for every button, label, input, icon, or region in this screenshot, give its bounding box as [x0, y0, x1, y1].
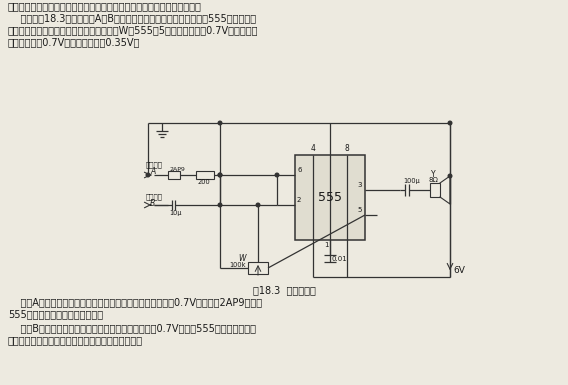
Bar — [248, 262, 268, 274]
Circle shape — [218, 173, 222, 177]
Text: 动器，不过比较电平设定得很低，用电位器W把555第5脚的电压调整为0.7V，这样就使: 动器，不过比较电平设定得很低，用电位器W把555第5脚的电压调整为0.7V，这样… — [8, 25, 258, 35]
Circle shape — [218, 173, 222, 177]
Text: 4: 4 — [311, 144, 315, 153]
Text: 探头B接触有音频信号的电路时，只要信号幅度大于0.7V，通过555比较放大，扬声: 探头B接触有音频信号的电路时，只要信号幅度大于0.7V，通过555比较放大，扬声 — [8, 323, 256, 333]
Text: 100k: 100k — [229, 262, 246, 268]
Circle shape — [448, 121, 452, 125]
Text: W: W — [239, 253, 246, 263]
Bar — [196, 171, 214, 179]
Text: B: B — [150, 199, 155, 208]
Text: A: A — [150, 166, 155, 176]
Text: 6: 6 — [297, 167, 302, 173]
Bar — [430, 183, 440, 197]
Text: 555: 555 — [318, 191, 342, 204]
Text: 图18.3  讯号寻迹器: 图18.3 讯号寻迹器 — [253, 285, 315, 295]
Circle shape — [256, 203, 260, 207]
Text: 高电平阈值为0.7V，低电平阈值为0.35V。: 高电平阈值为0.7V，低电平阈值为0.35V。 — [8, 37, 140, 47]
Text: 1: 1 — [324, 242, 329, 248]
Text: 该寻迹器可用于检查收录音机、扩音机等音响设备或通讯设备的故障位置。: 该寻迹器可用于检查收录音机、扩音机等音响设备或通讯设备的故障位置。 — [8, 1, 202, 11]
Text: 高频探头: 高频探头 — [146, 162, 163, 168]
Text: 低频探头: 低频探头 — [146, 194, 163, 200]
Text: 8Ω: 8Ω — [428, 177, 438, 183]
Text: 5: 5 — [358, 207, 362, 213]
Text: 100μ: 100μ — [403, 178, 420, 184]
Circle shape — [218, 121, 222, 125]
Text: 555放大，扬声器就会发出音响。: 555放大，扬声器就会发出音响。 — [8, 309, 103, 319]
Text: 器就会发音。声音的频率与被测信号频率基本相同。: 器就会发音。声音的频率与被测信号频率基本相同。 — [8, 335, 143, 345]
Circle shape — [218, 203, 222, 207]
Text: 2: 2 — [297, 197, 302, 203]
Bar — [168, 171, 180, 179]
Circle shape — [146, 173, 150, 177]
Circle shape — [275, 173, 279, 177]
Text: 探头A接触到有高频调幅信号的电路时，只要信号幅度大于0.7V，则通过2AP9检波、: 探头A接触到有高频调幅信号的电路时，只要信号幅度大于0.7V，则通过2AP9检波… — [8, 297, 262, 307]
Bar — [295, 155, 365, 240]
Text: 6V: 6V — [453, 266, 465, 275]
Circle shape — [448, 174, 452, 178]
Text: 电路如图18.3所示。探头A与B分别用于检查高频电路与低频电路。555用作比较驱: 电路如图18.3所示。探头A与B分别用于检查高频电路与低频电路。555用作比较驱 — [8, 13, 256, 23]
Text: 10μ: 10μ — [169, 210, 182, 216]
Text: 8: 8 — [345, 144, 349, 153]
Text: 3: 3 — [357, 182, 362, 188]
Text: Y: Y — [431, 169, 435, 179]
Text: 2AP9: 2AP9 — [169, 166, 185, 171]
Text: 0.01: 0.01 — [332, 256, 348, 261]
Text: 200: 200 — [198, 179, 211, 185]
